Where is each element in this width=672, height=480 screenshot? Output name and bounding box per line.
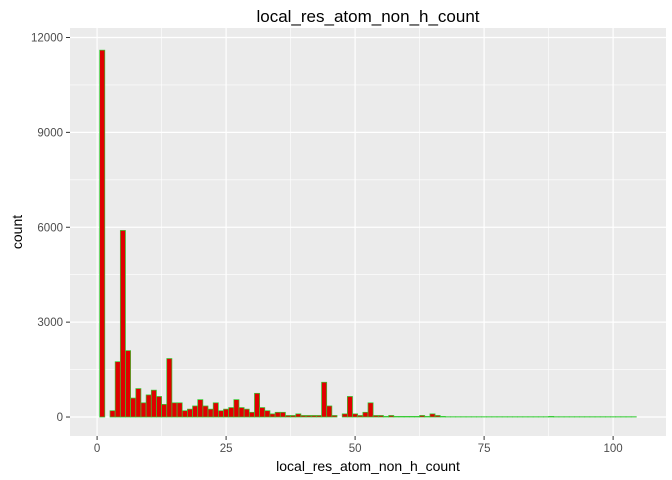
histogram-bar (202, 405, 209, 418)
histogram-bar (218, 410, 224, 418)
x-tick-label: 25 (220, 443, 233, 455)
histogram-bar (398, 416, 405, 418)
histogram-bar (341, 413, 348, 418)
histogram-bar (264, 410, 271, 418)
histogram-bars (99, 49, 637, 418)
histogram-bar (145, 394, 152, 418)
y-tick-label: 12000 (31, 32, 63, 44)
histogram-bar (316, 415, 322, 418)
histogram-bar (362, 411, 369, 418)
histogram-bar (259, 407, 266, 418)
histogram-bar (274, 411, 281, 418)
histogram-bar (197, 399, 204, 418)
x-axis-ticks: 0 25 50 75 100 (94, 436, 623, 455)
x-axis-title: local_res_atom_non_h_count (276, 458, 460, 474)
histogram-bar (424, 416, 431, 418)
histogram-bar (321, 381, 328, 418)
x-tick-label: 0 (94, 443, 100, 455)
y-tick-label: 6000 (37, 222, 63, 234)
histogram-bar (429, 413, 436, 418)
histogram-bar (295, 413, 302, 418)
histogram-bar (279, 411, 286, 418)
y-tick-label: 3000 (37, 317, 63, 329)
histogram-bar (171, 402, 178, 418)
histogram-bar (393, 416, 400, 418)
histogram-bar (300, 415, 307, 418)
y-tick-label: 0 (57, 412, 63, 424)
histogram-bar (434, 415, 441, 418)
histogram-bar (99, 49, 106, 418)
histogram-bar (254, 392, 260, 418)
histogram-bar (243, 408, 250, 418)
histogram-bar (140, 402, 147, 418)
histogram-bar (352, 413, 359, 418)
histogram-bar (419, 415, 426, 418)
histogram-bar (331, 415, 338, 418)
histogram-bar (383, 416, 389, 418)
histogram-bar (238, 407, 245, 418)
histogram-bar (248, 411, 255, 418)
histogram-bar (408, 416, 415, 418)
histogram-bar (305, 415, 312, 418)
histogram-bar (548, 416, 555, 418)
x-tick-label: 100 (604, 443, 623, 455)
histogram-bar (135, 388, 142, 418)
histogram-bar (347, 396, 353, 418)
histogram-bar (114, 361, 121, 418)
histogram-bar (367, 402, 374, 418)
histogram-bar (223, 408, 230, 418)
y-tick-label: 9000 (37, 127, 63, 139)
histogram-bar (187, 408, 193, 418)
chart-title: local_res_atom_non_h_count (256, 7, 479, 26)
histogram-bar (403, 416, 410, 418)
histogram-bar (150, 389, 157, 418)
x-tick-label: 75 (478, 443, 491, 455)
histogram-bar (119, 230, 126, 418)
histogram-bar (290, 415, 297, 418)
histogram-bar (176, 402, 183, 418)
histogram-bar (414, 416, 420, 418)
y-axis-title: count (9, 215, 25, 249)
histogram-bar (109, 410, 116, 418)
histogram-bar (269, 413, 276, 418)
histogram-bar (357, 415, 364, 418)
y-axis-ticks: 0 3000 6000 9000 12000 (31, 32, 70, 424)
histogram-bar (285, 415, 291, 418)
histogram-bar (372, 415, 379, 418)
histogram-bar (212, 402, 219, 418)
histogram-bar (192, 405, 199, 418)
histogram-bar (161, 404, 168, 418)
histogram-bar (181, 410, 188, 418)
histogram-bar (388, 415, 395, 418)
histogram-bar (125, 350, 131, 418)
histogram-bar (326, 405, 333, 418)
histogram-bar (207, 408, 214, 418)
histogram-bar (439, 416, 446, 418)
histogram-bar (166, 358, 173, 418)
histogram-bar (156, 396, 162, 418)
histogram-bar (377, 415, 384, 418)
histogram-bar (228, 407, 235, 418)
x-tick-label: 50 (349, 443, 362, 455)
plot-panel (70, 28, 666, 436)
histogram-bar (233, 399, 240, 418)
histogram-bar (130, 397, 137, 418)
histogram-bar (310, 415, 317, 418)
